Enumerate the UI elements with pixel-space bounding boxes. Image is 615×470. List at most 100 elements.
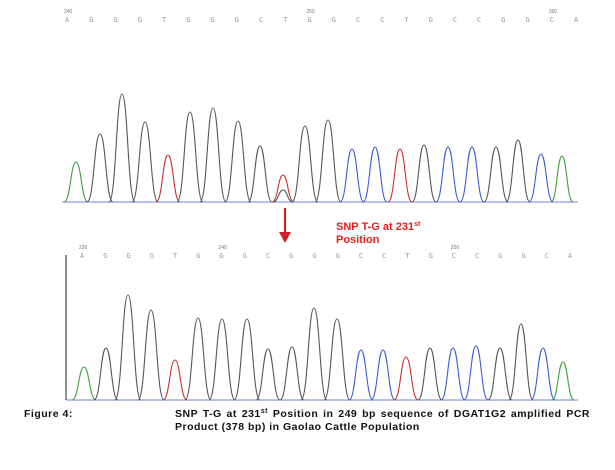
trace-peak (339, 148, 365, 203)
caption-text: SNP T-G at 231st Position in 249 bp sequ… (175, 408, 590, 433)
snp-annotation-text: SNP T-G at 231 (336, 221, 415, 233)
sequence-base: G (89, 16, 94, 24)
sequence-base: G (428, 16, 433, 24)
trace-peak (348, 349, 374, 401)
sequence-tick-label: 240 (64, 9, 73, 15)
sequence-base: G (113, 16, 118, 24)
trace-peak (114, 294, 142, 401)
sequence-base: G (307, 16, 312, 24)
sequence-base: G (126, 252, 131, 260)
sequence-tick-label: 250 (450, 245, 460, 251)
sequence-base: C (358, 252, 364, 260)
trace-peak (255, 348, 281, 401)
sequence-base: G (103, 252, 108, 260)
sequence-base: C (475, 252, 480, 260)
trace-peak (435, 146, 461, 203)
trace-peak (300, 307, 328, 401)
trace-peak (508, 323, 534, 401)
sequence-base: A (574, 16, 579, 24)
top-sequence-row: A G G G T G G G C T G G C C T G C C G G C A 240 250 260 (0, 8, 615, 30)
sequence-tick-label: 260 (548, 9, 558, 15)
sequence-base: T (405, 252, 410, 260)
trace-peak (71, 366, 97, 401)
sequence-base: G (501, 16, 506, 24)
sequence-base: G (210, 16, 215, 24)
trace-peak (176, 111, 204, 203)
trace-peak (487, 347, 513, 401)
caption-label: Figure 4: (24, 408, 73, 420)
sequence-base: G (234, 16, 239, 24)
down-arrow-icon (279, 208, 291, 243)
sequence-base: G (428, 252, 433, 260)
trace-peak (155, 154, 181, 203)
trace-peak (272, 189, 294, 203)
sequence-base: A (80, 252, 85, 260)
sequence-base: C (265, 252, 271, 260)
trace-peak (550, 155, 574, 203)
sequence-base: G (289, 252, 294, 260)
sequence-base: C (452, 16, 458, 24)
sequence-base: G (525, 16, 530, 24)
trace-peak (247, 145, 273, 203)
sequence-base: A (65, 16, 70, 24)
sequence-base: G (312, 252, 317, 260)
trace-peak (459, 146, 485, 203)
caption-text-post: Position in 249 bp sequence of DGAT1G2 a… (175, 408, 590, 433)
caption-text-pre: SNP T-G at 231 (175, 408, 261, 420)
trace-peak (393, 356, 419, 401)
sequence-base: G (242, 252, 247, 260)
trace-peak (387, 148, 413, 203)
sequence-base: G (331, 16, 336, 24)
top-chromatogram (0, 80, 615, 210)
sequence-base: C (258, 16, 264, 24)
trace-peak (224, 120, 252, 203)
trace-peak (86, 133, 114, 203)
trace-peak (233, 318, 261, 401)
trace-peak (528, 153, 554, 203)
sequence-base: T (161, 16, 167, 24)
trace-peak (279, 346, 305, 401)
sequence-base: T (404, 16, 409, 24)
trace-peak (108, 93, 136, 203)
sequence-base: C (380, 16, 385, 24)
trace-peak (199, 107, 227, 203)
bottom-sequence-row: A G G G T G G G C G G G C C T G C C G G C A 230 240 250 (0, 244, 615, 266)
sequence-base: G (498, 252, 503, 260)
sequence-base: G (219, 252, 224, 260)
trace-peak (417, 347, 443, 401)
sequence-tick-label: 240 (218, 245, 227, 251)
trace-peak (463, 345, 489, 401)
trace-peak (137, 309, 165, 401)
sequence-base: C (382, 252, 387, 260)
bottom-chromatogram-svg (65, 255, 578, 401)
sequence-base: G (196, 252, 201, 260)
sequence-base: C (544, 252, 549, 260)
trace-peak (551, 361, 575, 401)
sequence-base: C (355, 16, 361, 24)
sequence-tick-label: 230 (79, 245, 88, 251)
trace-peak (370, 349, 396, 401)
trace-peak (63, 161, 89, 203)
sequence-base: T (283, 16, 288, 24)
trace-peak (162, 359, 188, 401)
trace-peak (440, 347, 466, 401)
trace-peak (411, 144, 437, 203)
trace-peak (505, 139, 531, 203)
trace-peak (131, 121, 159, 203)
sequence-base: A (568, 252, 573, 260)
sequence-base: C (477, 16, 482, 24)
bottom-chromatogram (0, 255, 615, 405)
trace-peak (483, 146, 509, 203)
trace-peak (530, 347, 556, 401)
trace-peak (314, 119, 342, 203)
trace-peak (184, 317, 212, 401)
trace-peak (208, 318, 236, 401)
trace-peak (271, 174, 295, 203)
caption-text-sup: st (260, 408, 268, 415)
sequence-base: G (149, 252, 154, 260)
sequence-base: G (186, 16, 191, 24)
trace-peak (93, 347, 119, 401)
snp-annotation: SNP T-G at 231st Position (336, 221, 420, 247)
snp-annotation-sup: st (414, 221, 421, 228)
